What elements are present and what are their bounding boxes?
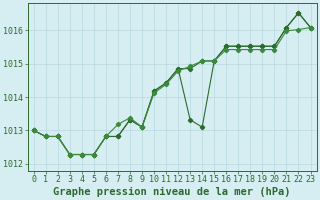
X-axis label: Graphe pression niveau de la mer (hPa): Graphe pression niveau de la mer (hPa) bbox=[53, 186, 291, 197]
